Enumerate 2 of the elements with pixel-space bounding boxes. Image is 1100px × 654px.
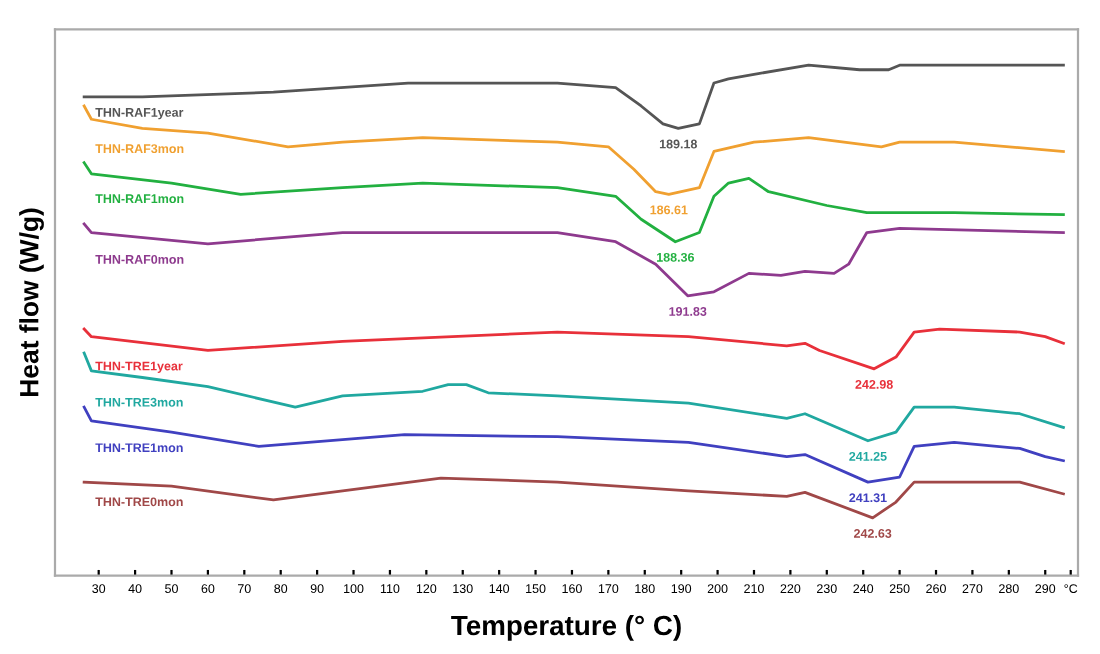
- x-axis-title: Temperature (° C): [451, 614, 681, 641]
- y-axis-title: Heat flow (W/g): [19, 208, 44, 396]
